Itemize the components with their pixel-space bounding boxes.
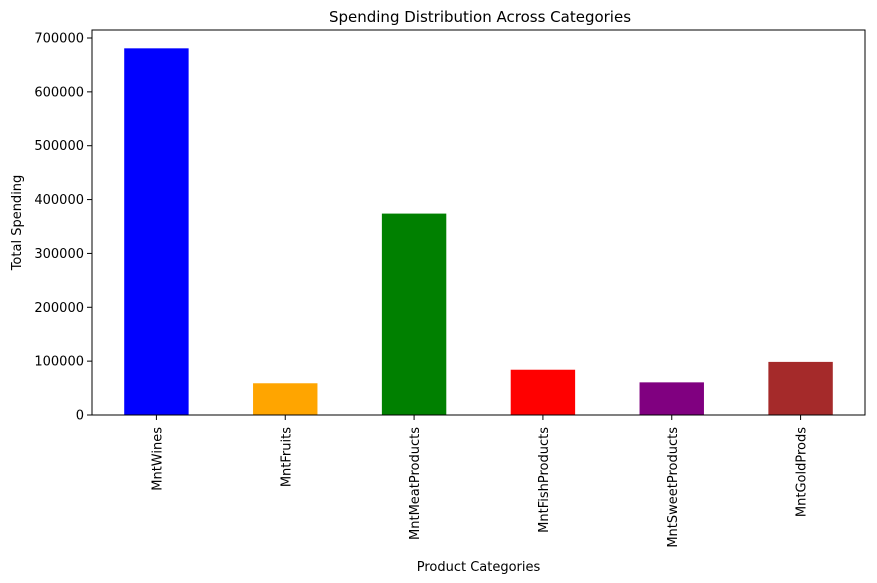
x-tick-label: MntFruits xyxy=(279,427,294,487)
bar-MntMeatProducts xyxy=(381,213,447,415)
x-tick-label: MntFishProducts xyxy=(537,427,552,533)
bar-MntFishProducts xyxy=(510,369,576,415)
bars-group xyxy=(124,48,833,415)
y-tick-label: 700000 xyxy=(34,32,84,47)
y-tick-label: 600000 xyxy=(34,85,84,100)
x-tick-label: MntMeatProducts xyxy=(408,427,423,540)
plot-frame xyxy=(91,29,866,416)
y-tick-label: 400000 xyxy=(34,193,84,208)
bar-MntWines xyxy=(124,48,189,415)
y-tick-label: 300000 xyxy=(34,247,84,262)
x-axis-ticks: MntWines MntFruits MntMeatProducts MntFishP… xyxy=(150,415,810,548)
y-tick-label: 0 xyxy=(76,409,84,424)
x-tick-label: MntGoldProds xyxy=(795,427,810,517)
x-axis-title: Product Categories xyxy=(417,560,541,575)
x-tick-label: MntSweetProducts xyxy=(666,427,681,548)
y-tick-label: 100000 xyxy=(34,355,84,370)
x-tick-label: MntWines xyxy=(150,427,165,491)
y-tick-label: 200000 xyxy=(34,301,84,316)
bar-MntGoldProds xyxy=(768,361,833,415)
y-axis-ticks: 0 100000 200000 300000 400000 500000 600000 700… xyxy=(34,32,92,424)
chart-title: Spending Distribution Across Categories xyxy=(329,8,631,26)
bar-MntSweetProducts xyxy=(639,382,704,415)
y-axis-title: Total Spending xyxy=(10,175,25,272)
bar-MntFruits xyxy=(253,383,318,415)
y-tick-label: 500000 xyxy=(34,139,84,154)
